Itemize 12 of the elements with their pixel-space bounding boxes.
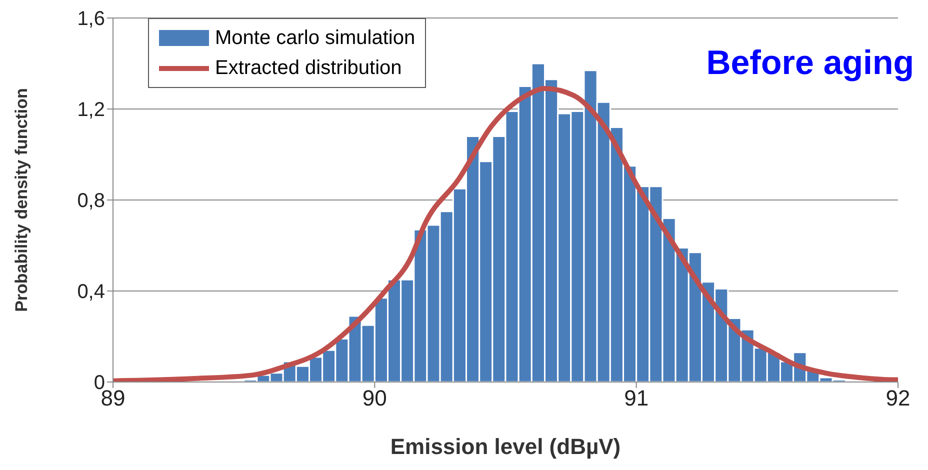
x-tick-label: 91 — [624, 386, 649, 411]
x-axis-title: Emission level (dBµV) — [390, 434, 621, 459]
y-axis-title: Probability density function — [12, 88, 32, 312]
y-tick-label: 0,8 — [77, 190, 105, 212]
x-tick-label: 92 — [886, 386, 910, 411]
annotation: Before aging — [706, 44, 914, 83]
y-tick-label: 1,6 — [77, 8, 105, 30]
legend-label: Monte carlo simulation — [215, 26, 416, 51]
y-tick-label: 0,4 — [77, 281, 105, 304]
y-tick-label: 1,2 — [77, 99, 105, 122]
legend-label: Extracted distribution — [215, 56, 402, 81]
x-tick-label: 90 — [362, 386, 387, 411]
